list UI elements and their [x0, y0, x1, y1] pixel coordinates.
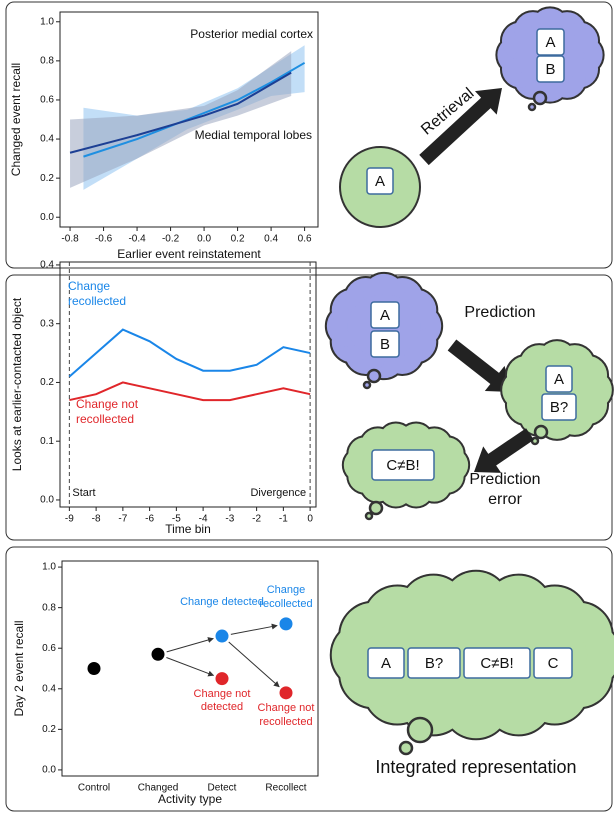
thought-bubble [534, 92, 546, 104]
connector-arrow [229, 642, 280, 687]
x-tick-label: -2 [252, 514, 261, 525]
y-tick-label: 0.3 [40, 318, 54, 329]
x-axis-label: Earlier event reinstatement [117, 247, 261, 261]
point-label: Change not recollected [244, 702, 328, 730]
thought-bubble [400, 742, 412, 754]
point-label-box: Change not recollected [244, 702, 328, 734]
x-tick-label: -0.8 [61, 234, 79, 245]
item-label: A [380, 307, 390, 324]
connector-arrow [166, 658, 213, 676]
series-label: Medial temporal lobes [195, 128, 312, 142]
data-point [152, 648, 165, 661]
y-tick-label: 0.0 [40, 495, 54, 506]
y-axis-label: Looks at earlier-contacted object [10, 297, 24, 471]
thought-bubble [370, 502, 382, 514]
item-label: A [381, 655, 391, 672]
y-tick-label: 1.0 [40, 16, 54, 27]
y-tick-label: 0.6 [40, 95, 54, 106]
x-tick-label: Changed [138, 783, 179, 794]
y-tick-label: 0.8 [40, 56, 54, 67]
y-tick-label: 0.4 [42, 683, 56, 694]
data-point [216, 630, 229, 643]
thought-bubble [408, 718, 432, 742]
y-tick-label: 0.8 [42, 602, 56, 613]
arrow-label: Prediction [464, 304, 535, 321]
x-tick-label: -3 [225, 514, 234, 525]
item-label: A [545, 34, 555, 51]
item-label: A [375, 173, 385, 190]
item-label: C≠B! [386, 457, 419, 474]
x-tick-label: 0.4 [264, 234, 278, 245]
x-tick-label: -7 [118, 514, 127, 525]
thought-bubble [366, 513, 372, 519]
x-axis-label: Time bin [165, 522, 211, 536]
annotation: Divergence [250, 487, 306, 499]
y-tick-label: 0.0 [42, 765, 56, 776]
point-label-box: Change recollected [244, 584, 328, 616]
x-tick-label: -0.4 [128, 234, 146, 245]
x-tick-label: -1 [279, 514, 288, 525]
series-label: Change recollected [68, 279, 148, 309]
x-tick-label: Detect [208, 783, 237, 794]
item-label: C [548, 655, 559, 672]
y-axis-label: Day 2 event recall [12, 620, 26, 716]
x-tick-label: 0.6 [298, 234, 312, 245]
data-point [280, 686, 293, 699]
item-label: B [545, 61, 555, 78]
data-point [88, 662, 101, 675]
point-label: Change recollected [244, 584, 328, 612]
y-tick-label: 0.2 [42, 724, 56, 735]
x-tick-label: -9 [65, 514, 74, 525]
series-line [69, 330, 310, 377]
confidence-band [70, 51, 291, 188]
y-tick-label: 0.1 [40, 436, 54, 447]
series-label: Posterior medial cortex [190, 27, 313, 41]
series-label-box: Change not recollected [76, 397, 166, 437]
thought-bubble [364, 382, 370, 388]
arrow-label: Prediction error [455, 470, 555, 510]
x-axis-label: Activity type [158, 792, 222, 806]
x-tick-label: -0.2 [162, 234, 180, 245]
item-label: B? [425, 655, 443, 672]
y-tick-label: 0.0 [40, 212, 54, 223]
item-label: C≠B! [480, 655, 513, 672]
series-label-box: Change recollected [68, 279, 148, 319]
x-tick-label: -6 [145, 514, 154, 525]
caption: Integrated representation [375, 757, 576, 777]
y-tick-label: 1.0 [42, 562, 56, 573]
connector-arrow [167, 639, 214, 652]
item-label: B [380, 336, 390, 353]
x-tick-label: 0.2 [231, 234, 245, 245]
thought-bubble [529, 104, 535, 110]
series-label: Change not recollected [76, 397, 166, 427]
thought-bubble [535, 426, 547, 438]
y-tick-label: 0.4 [40, 134, 54, 145]
item-label: A [554, 371, 564, 388]
x-tick-label: 0.0 [197, 234, 211, 245]
x-tick-label: Recollect [265, 783, 306, 794]
y-tick-label: 0.6 [42, 643, 56, 654]
figure: 0.0 0.2 0.4 0.6 0.8 1.0 -0.8 -0.6 -0.4 -0.2 0.0 0.2… [0, 0, 614, 813]
arrow-label-box: Prediction error [455, 470, 555, 520]
data-point [280, 617, 293, 630]
page: {"chart_data": [ {"type": "line", "y_lab… [0, 0, 614, 813]
x-tick-label: -0.6 [95, 234, 113, 245]
y-tick-label: 0.4 [40, 260, 54, 271]
y-tick-label: 0.2 [40, 377, 54, 388]
y-tick-label: 0.2 [40, 173, 54, 184]
item-label: B? [550, 399, 568, 416]
annotation: Start [72, 487, 95, 499]
data-point [216, 672, 229, 685]
y-axis-label: Changed event recall [9, 63, 23, 176]
x-tick-label: -8 [92, 514, 101, 525]
thought-bubble [368, 370, 380, 382]
process-arrow [474, 428, 534, 473]
x-tick-label: 0 [307, 514, 313, 525]
x-tick-label: Control [78, 783, 110, 794]
